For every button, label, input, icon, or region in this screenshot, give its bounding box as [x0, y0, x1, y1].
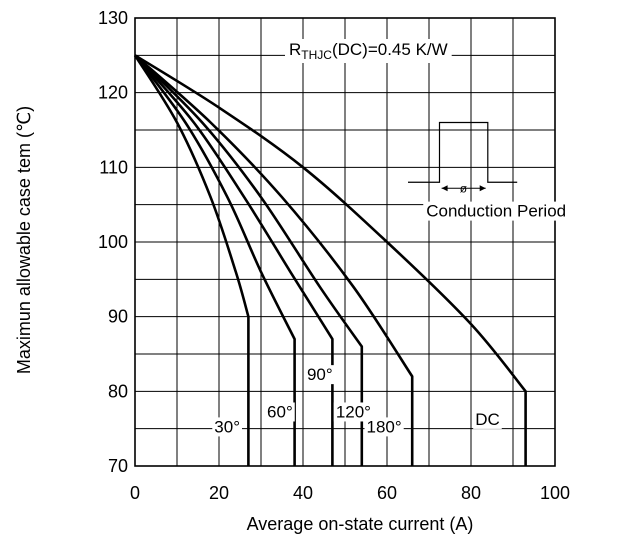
x-tick-label: 100	[540, 483, 570, 503]
series-line	[134, 54, 334, 466]
series-label: 60°	[267, 402, 293, 421]
grid	[134, 17, 556, 467]
rthjc-text: RTHJC(DC)=0.45 K/W	[289, 40, 448, 62]
series-label: DC	[475, 410, 500, 429]
y-axis-label: Maximun allowable case tem (℃)	[14, 106, 34, 374]
y-tick-label: 100	[98, 232, 128, 252]
series-line	[134, 54, 527, 466]
series-label-background	[212, 417, 242, 437]
annotation-background	[285, 39, 452, 63]
y-tick-label: 90	[108, 307, 128, 327]
curve-labels: 30° 60° 90°120°180° DC	[212, 365, 502, 437]
series-label-background	[473, 409, 502, 429]
rthjc-suffix: (DC)=0.45 K/W	[332, 40, 448, 59]
x-tick-label: 0	[130, 483, 140, 503]
conduction-pulse	[408, 121, 518, 183]
curves	[133, 54, 527, 466]
y-tick-label: 70	[108, 456, 128, 476]
conduction-label-background	[423, 201, 570, 221]
plot-frame	[134, 17, 556, 467]
series-label: 180°	[367, 417, 402, 436]
series-label-background	[265, 402, 295, 422]
rthjc-subscript: THJC	[301, 48, 332, 62]
conduction-period-label: Conduction Period	[426, 202, 566, 221]
series-label-background	[304, 365, 335, 385]
y-tick-label: 130	[98, 8, 128, 28]
x-tick-label: 20	[209, 483, 229, 503]
x-tick-label: 60	[377, 483, 397, 503]
rthjc-prefix: R	[289, 40, 301, 59]
series-line	[134, 54, 364, 466]
series-line	[134, 54, 414, 466]
x-axis-label: Average on-state current (A)	[247, 514, 474, 534]
series-line	[133, 54, 296, 466]
y-tick-label: 110	[99, 157, 128, 177]
series-label-background	[364, 417, 404, 437]
series-label: 90°	[307, 365, 333, 384]
series-label: 120°	[336, 402, 371, 421]
series-label-background	[333, 402, 373, 422]
y-tick-label: 80	[108, 381, 128, 401]
series-label: 30°	[214, 417, 240, 436]
rthjc-annotation: RTHJC(DC)=0.45 K/W	[285, 39, 452, 63]
series-line	[133, 54, 250, 466]
x-tick-label: 40	[293, 483, 313, 503]
y-tick-label: 120	[98, 83, 128, 103]
tick-labels: 0 20 40 60 80 100 70 80 90 100 110 120 130	[98, 8, 570, 503]
x-tick-label: 80	[461, 483, 481, 503]
conduction-angle-symbol: ø	[460, 182, 468, 196]
conduction-period-inset: ø Conduction Period	[408, 121, 570, 221]
